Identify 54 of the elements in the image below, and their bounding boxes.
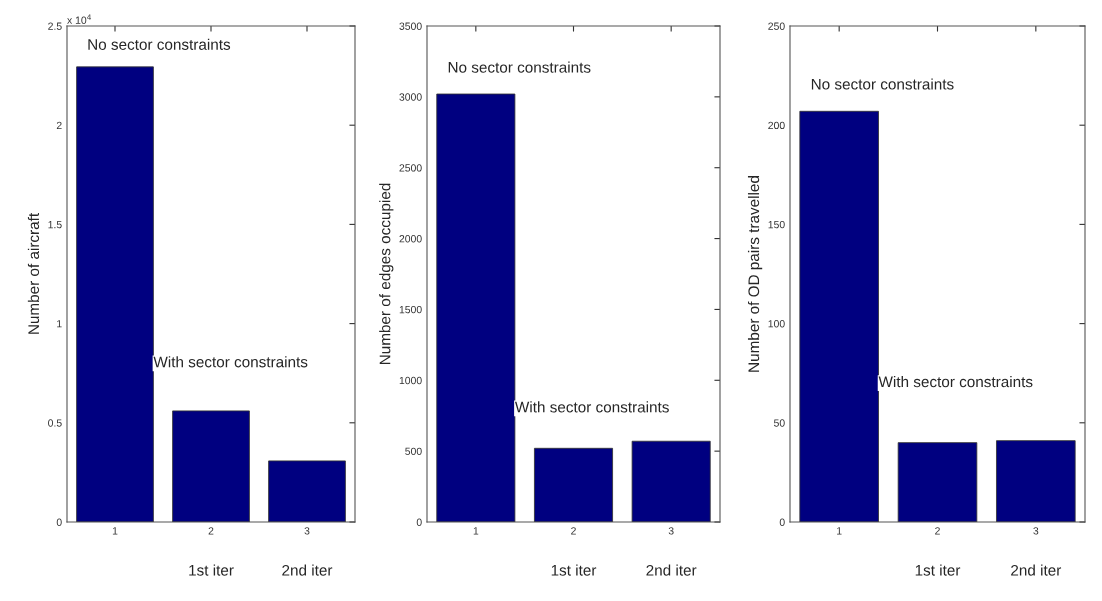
bar [799, 110, 879, 522]
y-tick-label: 500 [405, 447, 422, 456]
y-tick-label: 1.5 [48, 221, 62, 229]
bar [631, 440, 711, 522]
y-tick-label: 2.5 [48, 22, 62, 30]
x-tick-label: 1 [837, 527, 842, 535]
y-tick-label: 1000 [399, 376, 422, 385]
bar [534, 447, 613, 522]
y-tick-label: 3500 [399, 22, 422, 30]
x-tick-label: 3 [1033, 527, 1039, 535]
y-tick-label: 150 [768, 220, 785, 229]
annotation: With sector constraints [153, 356, 308, 368]
text: 2nd iter [1011, 564, 1062, 576]
y-tick-label: 200 [768, 121, 785, 130]
bar [996, 440, 1076, 522]
text: 1st iter [915, 564, 961, 576]
bar [76, 66, 154, 522]
y-tick-label: 100 [768, 320, 785, 328]
x-tick-label: 3 [304, 527, 310, 535]
y-tick-label: 0 [56, 518, 62, 526]
y-tick-label: 2 [56, 121, 62, 129]
y-tick-label: 250 [768, 22, 785, 30]
x-tick-label: 1 [112, 527, 118, 535]
y-tick-label: 2500 [399, 164, 422, 172]
text: 1st iter [551, 564, 597, 576]
x-tick-label: 2 [571, 527, 576, 535]
y-tick-label: 0 [416, 518, 422, 526]
bar [268, 460, 346, 522]
annotation: With sector constraints [878, 376, 1033, 388]
annotation: No sector constraints [88, 38, 231, 50]
y-tick-label: 1500 [399, 305, 422, 314]
y-tick-label: 50 [773, 419, 785, 427]
y-tick-label: 0 [779, 518, 785, 526]
y-tick-label: 3000 [399, 93, 422, 101]
x-tick-label: 2 [935, 527, 940, 535]
y-tick-label: 0.5 [48, 419, 62, 427]
x-tick-label: 2 [208, 527, 214, 535]
y-tick-label: 2000 [399, 235, 422, 243]
text: x 10$^{4}$ [67, 14, 92, 24]
annotation: No sector constraints [448, 61, 591, 73]
y-axis-title: Number of OD pairs travelled [747, 176, 763, 372]
x-tick-label: 1 [473, 527, 479, 535]
text: 1st iter [189, 564, 234, 576]
y-axis-title: Number of edges occupied [379, 183, 394, 365]
y-tick-label: 1 [57, 320, 62, 328]
text: 2nd iter [646, 564, 697, 576]
text: 2nd iter [282, 564, 333, 576]
annotation: No sector constraints [811, 78, 954, 90]
y-axis-title: Number of aircraft [27, 212, 40, 334]
bar [897, 442, 978, 522]
x-tick-label: 3 [668, 527, 674, 535]
bar [436, 93, 516, 522]
annotation: With sector constraints [514, 401, 669, 413]
bar [172, 410, 250, 522]
